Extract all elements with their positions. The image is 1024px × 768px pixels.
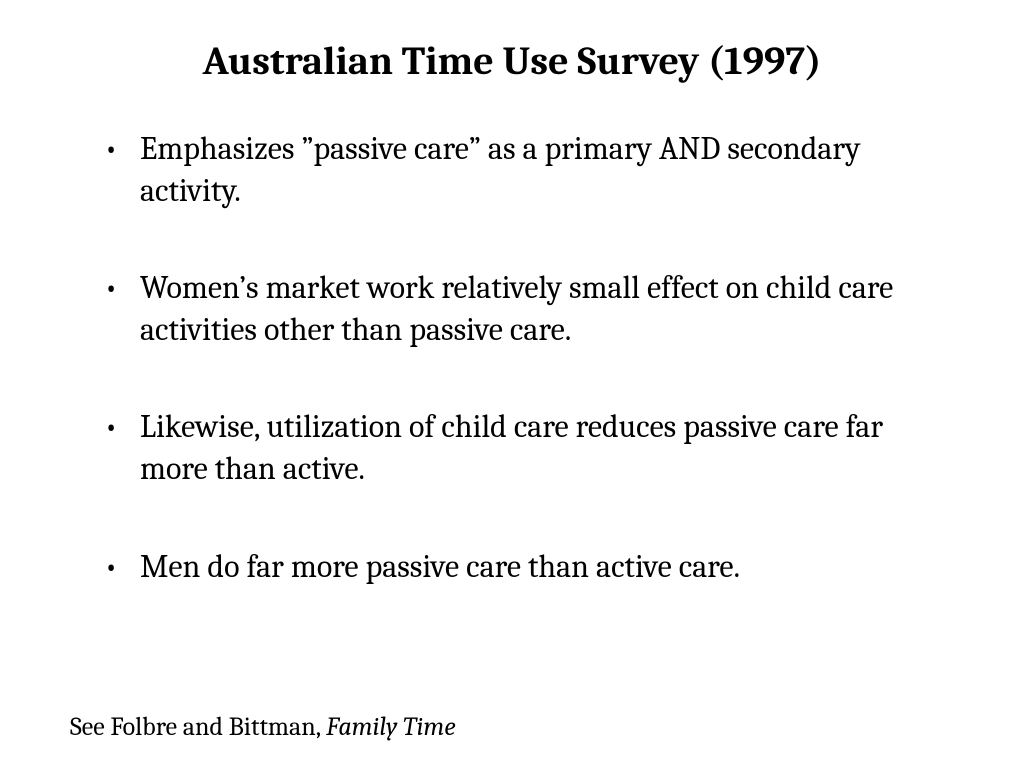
footnote-prefix: See Folbre and Bittman,: [70, 712, 326, 742]
footnote-italic: Family Time: [326, 712, 456, 742]
bullet-item: Women’s market work relatively small eff…: [98, 267, 944, 350]
slide: Australian Time Use Survey (1997) Emphas…: [0, 0, 1024, 768]
footnote: See Folbre and Bittman, Family Time: [70, 712, 456, 742]
bullet-list: Emphasizes ”passive care” as a primary A…: [60, 128, 964, 587]
bullet-item: Likewise, utilization of child care redu…: [98, 406, 944, 489]
bullet-item: Men do far more passive care than active…: [98, 546, 944, 588]
bullet-item: Emphasizes ”passive care” as a primary A…: [98, 128, 944, 211]
slide-title: Australian Time Use Survey (1997): [60, 38, 964, 84]
